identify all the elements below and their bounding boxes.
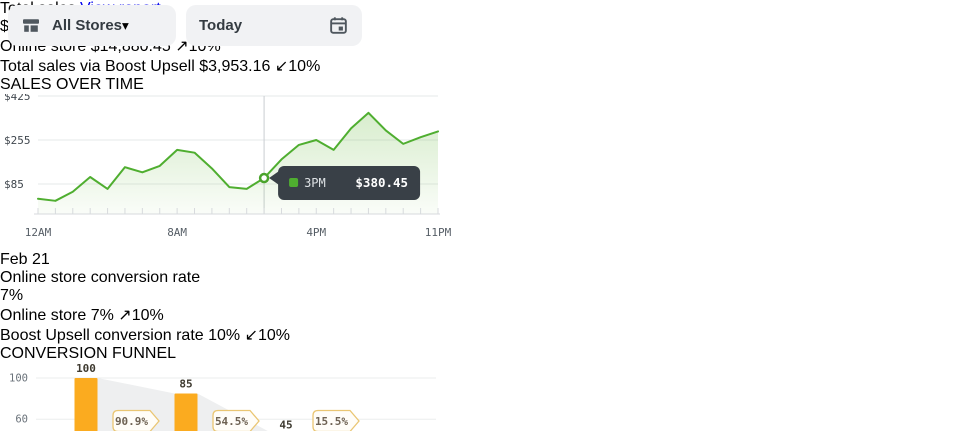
legend-label: Feb 21 — [0, 251, 50, 268]
calendar-icon — [330, 17, 347, 34]
metric-label: Online store — [0, 307, 87, 324]
funnel-bar — [174, 393, 198, 431]
chart-tooltip: 3PM $380.45 — [269, 166, 421, 200]
sales-line — [37, 111, 439, 202]
metric-value: 7% — [90, 307, 114, 324]
trend-down-icon: ↙ — [274, 58, 289, 75]
metric-delta-value: 10% — [258, 327, 291, 344]
metric-delta-value: 10% — [288, 58, 321, 75]
sales-chart-legend[interactable]: Feb 21 — [0, 251, 960, 269]
y-axis-tick-label: $255 — [4, 134, 31, 147]
tooltip-body — [278, 166, 421, 200]
x-axis-tick-label: 8AM — [167, 226, 187, 239]
trend-down-icon: ↙ — [244, 327, 258, 344]
metric-label: Boost Upsell conversion rate — [0, 327, 204, 344]
drop-rate-badge — [212, 409, 260, 431]
y-axis-tick-label: $425 — [4, 94, 31, 103]
chevron-down-icon: ▾ — [122, 17, 129, 33]
drop-rate-badge — [112, 409, 160, 431]
tooltip-arrow — [269, 171, 280, 186]
x-axis-tick-label: 4PM — [306, 226, 326, 239]
bar-value-label: 45 — [279, 419, 292, 431]
metric-delta: ↙10% — [245, 327, 290, 344]
metric-row-boost-upsell-rate: Boost Upsell conversion rate 10% ↙10% — [0, 325, 430, 345]
conversion-rate-value: 7% — [0, 287, 24, 304]
tooltip-value-label: $380.45 — [355, 175, 408, 190]
store-selector-button[interactable]: All Stores ▾ — [8, 5, 176, 46]
metric-delta: ↙10% — [275, 58, 320, 75]
storefront-icon — [23, 18, 39, 32]
drop-rate-badge — [312, 409, 360, 431]
metric-value: 10% — [208, 327, 241, 344]
metric-label: Total sales via Boost Upsell — [0, 58, 195, 75]
metric-value: $3,953.16 — [199, 58, 271, 75]
sales-over-time-chart[interactable]: $425 $255 $85 12AM 8AM 4PM 11PM 3PM $380.45 — [0, 90, 460, 246]
hover-marker — [258, 172, 270, 184]
drop-rate-label: 15.5% — [315, 415, 348, 428]
sales-over-time-section-title: SALES OVER TIME — [0, 76, 144, 93]
y-axis-tick-label: $85 — [4, 178, 24, 191]
y-axis-tick-label: 100 — [9, 373, 28, 385]
conversion-rate-breakdown: Online store 7% ↗10% Boost Upsell conver… — [0, 305, 430, 345]
drop-rate-label: 54.5% — [215, 415, 248, 428]
conversion-funnel-chart[interactable]: 100602010085457SESSIONSADDEDTO CARTREACH… — [0, 362, 436, 431]
trend-up-icon: ↗ — [175, 38, 189, 55]
metric-row-online-store: Online store 7% ↗10% — [0, 305, 430, 325]
bar-value-label: 85 — [179, 377, 192, 390]
store-selector-label: All Stores — [52, 17, 123, 34]
conversion-rate-title: Online store conversion rate — [0, 269, 201, 286]
y-axis-tick-label: 60 — [15, 414, 28, 426]
x-axis-tick-label: 11PM — [425, 226, 452, 239]
x-axis-tick-label: 12AM — [25, 226, 52, 239]
tooltip-series-swatch — [289, 178, 299, 187]
date-selector-button[interactable]: Today — [186, 5, 362, 46]
drop-rate-label: 90.9% — [115, 415, 148, 428]
tooltip-time-label: 3PM — [304, 176, 326, 190]
trend-up-icon: ↗ — [118, 307, 132, 324]
metric-delta: ↗10% — [118, 307, 163, 324]
funnel-bar — [74, 378, 98, 431]
date-selector-label: Today — [199, 17, 243, 34]
bar-value-label: 100 — [76, 363, 96, 375]
metric-delta-value: 10% — [131, 307, 164, 324]
conversion-funnel-section-title: CONVERSION FUNNEL — [0, 345, 177, 362]
metric-row-boost-upsell: Total sales via Boost Upsell $3,953.16 ↙… — [0, 56, 436, 76]
